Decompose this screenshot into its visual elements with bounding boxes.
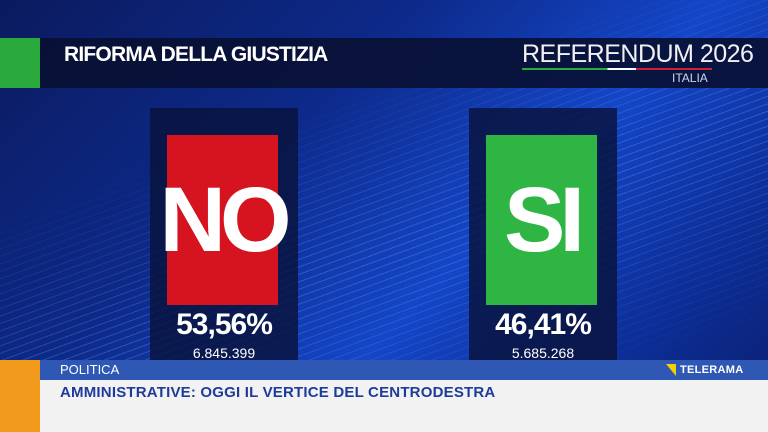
channel-logo-text: TELERAMA (680, 364, 744, 376)
tricolore-underline (522, 68, 712, 70)
referendum-title: REFERENDUM 2026 (522, 40, 754, 68)
page-title: RIFORMA DELLA GIUSTIZIA (64, 43, 328, 66)
ticker-accent (0, 360, 40, 432)
title-bar-accent (0, 38, 40, 88)
channel-logo: TELERAMA (666, 362, 746, 378)
referendum-country: ITALIA (672, 71, 708, 85)
result-percent-no: 53,56% (176, 308, 273, 341)
result-votes-no: 6.845.399 (192, 345, 256, 361)
result-label-no: NO (160, 135, 292, 305)
result-label-si: SI (486, 135, 597, 305)
ticker-category: POLITICA (60, 362, 120, 377)
ticker-headline-bar (40, 380, 768, 432)
result-votes-si: 5.685.268 (511, 345, 575, 361)
result-percent-si: 46,41% (495, 308, 592, 341)
ticker-headline: AMMINISTRATIVE: OGGI IL VERTICE DEL CENT… (60, 384, 496, 401)
title-bar (0, 38, 768, 88)
telerama-logo-icon (666, 364, 676, 376)
ticker-category-bar (0, 360, 768, 380)
